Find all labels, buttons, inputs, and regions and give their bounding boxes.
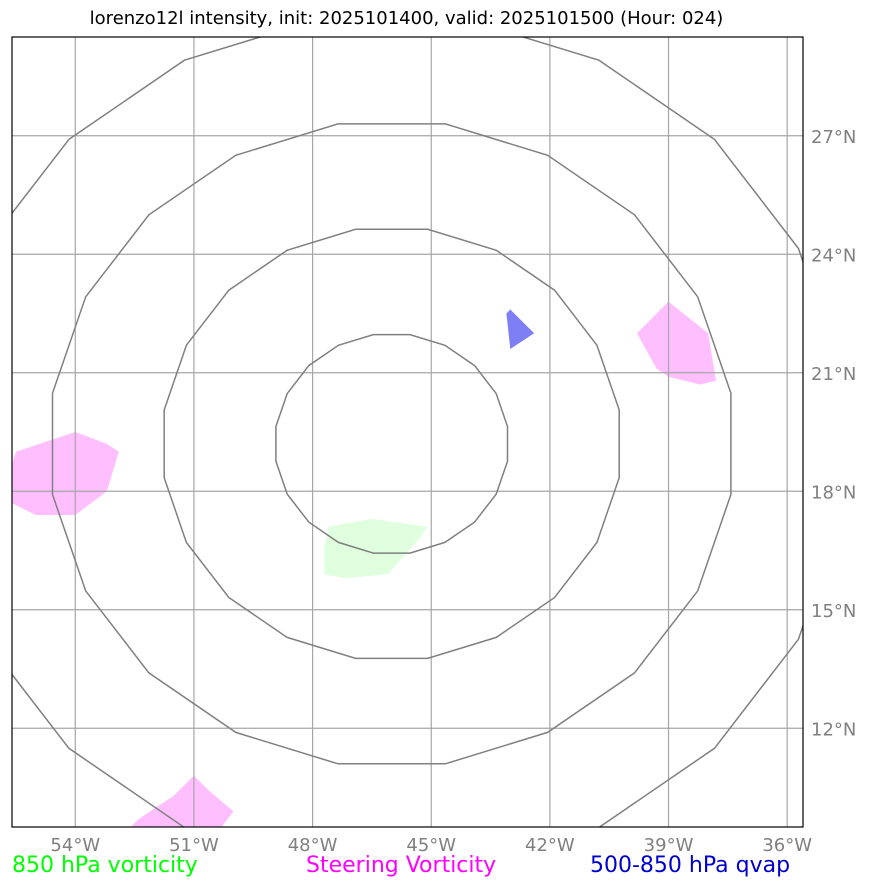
range-ring-2: [51, 123, 732, 765]
legend-850-vorticity: 850 hPa vorticity: [12, 853, 198, 878]
lat-tick-label: 21°N: [811, 364, 856, 385]
range-rings: [12, 37, 803, 827]
lat-tick-label: 18°N: [811, 482, 856, 503]
lon-tick-label: 54°W: [50, 835, 100, 856]
lon-tick-label: 51°W: [169, 835, 219, 856]
field-shape-0: [324, 518, 428, 579]
gridlines: [12, 37, 803, 827]
field-shape-1: [12, 432, 119, 515]
range-ring-0: [275, 333, 509, 554]
chart-title: lorenzo12l intensity, init: 2025101400, …: [89, 8, 724, 29]
range-ring-3: [12, 37, 803, 827]
field-shape-4: [506, 309, 535, 349]
plot-area: [12, 37, 803, 827]
legend-steering-vorticity: Steering Vorticity: [306, 853, 497, 878]
lon-tick-label: 48°W: [288, 835, 338, 856]
lon-tick-label: 36°W: [762, 835, 812, 856]
lon-tick-label: 45°W: [406, 835, 456, 856]
plot-frame: [11, 36, 804, 828]
legend-qvap: 500-850 hPa qvap: [590, 853, 791, 878]
range-ring-1: [163, 228, 620, 660]
field-shapes: [12, 301, 716, 827]
lat-tick-label: 12°N: [811, 719, 856, 740]
lon-tick-label: 42°W: [525, 835, 575, 856]
lat-tick-label: 15°N: [811, 601, 856, 622]
tick-labels: 54°W 51°W 48°W 45°W 42°W 39°W 36°W 12°N 15°N 18°N…: [50, 127, 856, 856]
lat-tick-label: 24°N: [811, 245, 856, 266]
lat-tick-label: 27°N: [811, 127, 856, 148]
lon-tick-label: 39°W: [644, 835, 694, 856]
field-shape-3: [130, 775, 234, 827]
field-shape-2: [636, 301, 716, 385]
